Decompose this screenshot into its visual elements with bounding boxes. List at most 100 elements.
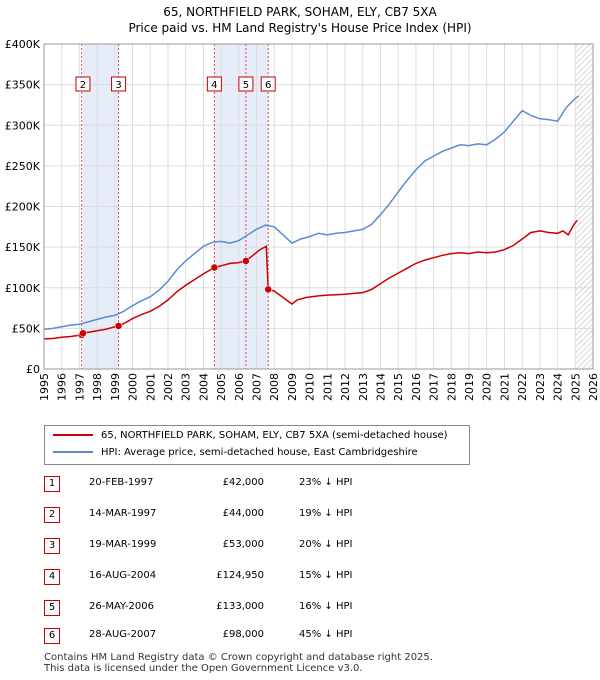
x-tick-label: 2000 (127, 373, 140, 401)
x-tick-label: 2026 (587, 373, 600, 401)
x-tick-label: 2023 (534, 373, 547, 401)
transaction-number: 3 (44, 538, 60, 554)
x-tick-label: 2014 (374, 373, 387, 401)
x-tick-label: 1999 (109, 373, 122, 401)
transaction-date: 26-MAY-2006 (89, 601, 155, 612)
x-tick-label: 2024 (552, 373, 565, 401)
footer-copyright: Contains HM Land Registry data © Crown c… (44, 652, 433, 663)
series-line-hpi (43, 95, 580, 330)
transaction-number: 1 (44, 476, 60, 492)
legend-swatch-property (53, 434, 93, 436)
y-tick-label: £250K (5, 160, 41, 173)
x-tick-label: 1995 (38, 373, 51, 401)
plot-border (43, 43, 594, 370)
chart-subtitle: Price paid vs. HM Land Registry's House … (128, 21, 472, 35)
transaction-date: 14-MAR-1997 (89, 508, 157, 519)
x-tick-label: 2021 (498, 373, 511, 401)
y-tick-label: £50K (12, 322, 41, 335)
y-tick-label: £200K (5, 201, 41, 214)
x-tick-label: 2018 (445, 373, 458, 401)
table-row: 2 14-MAR-1997 £44,000 19% ↓ HPI (44, 505, 444, 525)
x-tick-label: 2020 (481, 373, 494, 401)
x-tick-label: 2025 (569, 373, 582, 401)
legend-entry-property: 65, NORTHFIELD PARK, SOHAM, ELY, CB7 5XA… (53, 428, 448, 444)
transaction-price: £44,000 (222, 508, 264, 519)
y-tick-label: £100K (5, 282, 41, 295)
x-tick-label: 1996 (56, 373, 69, 401)
table-row: 4 16-AUG-2004 £124,950 15% ↓ HPI (44, 567, 444, 587)
sale-number-box (260, 76, 276, 92)
y-tick-label: £0 (26, 363, 40, 376)
x-tick-label: 2017 (428, 373, 441, 401)
table-row: 3 19-MAR-1999 £53,000 20% ↓ HPI (44, 536, 444, 556)
sale-number-box (238, 76, 254, 92)
x-tick-label: 1997 (73, 373, 86, 401)
transaction-number: 6 (44, 628, 60, 644)
table-row: 1 20-FEB-1997 £42,000 23% ↓ HPI (44, 474, 444, 494)
transaction-number: 4 (44, 569, 60, 585)
x-tick-label: 2012 (339, 373, 352, 401)
transaction-date: 19-MAR-1999 (89, 539, 157, 550)
legend-swatch-hpi (53, 451, 93, 453)
transaction-price: £42,000 (222, 477, 264, 488)
sale-marker (210, 263, 219, 272)
transaction-price: £124,950 (216, 570, 264, 581)
sale-marker (264, 285, 272, 294)
x-tick-label: 2015 (392, 373, 405, 401)
sale-marker (114, 322, 123, 330)
transaction-date: 16-AUG-2004 (89, 570, 157, 581)
sale-number-label: 2 (80, 80, 86, 91)
transaction-price: £98,000 (222, 629, 264, 640)
y-tick-label: £150K (5, 241, 41, 254)
sale-number-box (75, 76, 91, 92)
x-tick-label: 2022 (516, 373, 529, 401)
x-tick-label: 2006 (233, 373, 246, 401)
y-tick-label: £300K (5, 119, 41, 132)
transaction-date: 28-AUG-2007 (89, 629, 157, 640)
transaction-number: 2 (44, 507, 60, 523)
transaction-number: 5 (44, 600, 60, 616)
x-tick-label: 2004 (197, 373, 210, 401)
x-tick-label: 1998 (91, 373, 104, 401)
x-tick-label: 2005 (215, 373, 228, 401)
sale-number-label: 5 (243, 80, 249, 91)
chart-title: 65, NORTHFIELD PARK, SOHAM, ELY, CB7 5XA (163, 5, 437, 19)
transaction-date: 20-FEB-1997 (89, 477, 154, 488)
footer-licence: This data is licensed under the Open Gov… (44, 663, 363, 674)
price-chart: £0 £50K £100K £150K £200K £250K £300K £350K £400… (5, 38, 600, 401)
x-tick-label: 2003 (180, 373, 193, 401)
table-row: 5 26-MAY-2006 £133,000 16% ↓ HPI (44, 598, 444, 618)
x-tick-label: 2008 (268, 373, 281, 401)
sale-number-label: 3 (115, 80, 121, 91)
sale-number-box (111, 76, 127, 92)
x-tick-label: 2007 (251, 373, 264, 401)
series-line-property (43, 219, 578, 340)
x-tick-label: 2002 (162, 373, 175, 401)
transaction-price: £133,000 (216, 601, 264, 612)
sale-number-label: 6 (265, 80, 271, 91)
table-row: 6 28-AUG-2007 £98,000 45% ↓ HPI (44, 626, 444, 646)
transaction-hpi-diff: 45% ↓ HPI (299, 629, 353, 640)
x-tick-label: 2016 (410, 373, 423, 401)
x-tick-label: 2001 (144, 373, 157, 401)
x-tick-label: 2013 (357, 373, 370, 401)
transaction-hpi-diff: 20% ↓ HPI (299, 539, 353, 550)
sale-number-box (206, 76, 222, 92)
sale-marker (79, 329, 87, 337)
transaction-hpi-diff: 16% ↓ HPI (299, 601, 353, 612)
y-tick-label: £350K (5, 79, 41, 92)
legend-entry-hpi: HPI: Average price, semi-detached house,… (53, 445, 418, 461)
chart-legend: 65, NORTHFIELD PARK, SOHAM, ELY, CB7 5XA… (44, 425, 470, 465)
legend-label-property: 65, NORTHFIELD PARK, SOHAM, ELY, CB7 5XA… (101, 430, 448, 441)
sale-number-label: 4 (211, 80, 217, 91)
transaction-price: £53,000 (222, 539, 264, 550)
transaction-hpi-diff: 15% ↓ HPI (299, 570, 353, 581)
legend-label-hpi: HPI: Average price, semi-detached house,… (101, 447, 418, 458)
x-tick-label: 2019 (463, 373, 476, 401)
transaction-hpi-diff: 23% ↓ HPI (299, 477, 353, 488)
y-tick-label: £400K (5, 38, 41, 51)
x-tick-label: 2010 (304, 373, 317, 401)
x-tick-label: 2011 (321, 373, 334, 401)
x-tick-label: 2009 (286, 373, 299, 401)
transaction-hpi-diff: 19% ↓ HPI (299, 508, 353, 519)
